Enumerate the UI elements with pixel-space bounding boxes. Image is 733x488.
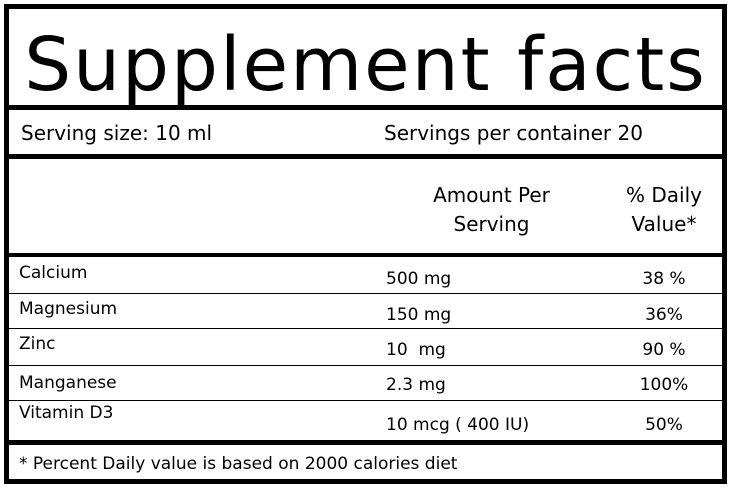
nutrient-name: Manganese [19, 373, 117, 393]
nutrient-amount: 500 mg [386, 269, 452, 289]
nutrient-daily-value: 36% [645, 305, 683, 325]
nutrient-amount: 10 mg [386, 340, 446, 360]
nutrient-name: Vitamin D3 [19, 403, 114, 423]
row-divider [9, 365, 722, 366]
amount-header: Amount Per Serving [384, 181, 599, 239]
nutrient-daily-value: 100% [639, 375, 689, 395]
nutrient-name: Zinc [19, 334, 56, 354]
nutrient-daily-value: 50% [645, 415, 683, 435]
nutrient-name: Calcium [19, 263, 88, 283]
serving-size: Serving size: 10 ml [21, 121, 213, 145]
nutrient-amount: 150 mg [386, 305, 452, 325]
servings-per-container: Servings per container 20 [384, 121, 643, 145]
nutrient-amount: 2.3 mg [386, 375, 446, 395]
footnote: * Percent Daily value is based on 2000 c… [19, 454, 458, 474]
daily-value-header-line1: % Daily [626, 183, 702, 207]
nutrient-amount: 10 mcg ( 400 IU) [386, 415, 530, 435]
row-divider [9, 293, 722, 294]
nutrient-daily-value: 90 % [642, 340, 686, 360]
nutrient-name: Magnesium [19, 299, 118, 319]
header-divider [9, 253, 722, 257]
amount-header-line2: Serving [453, 212, 530, 236]
row-divider [9, 400, 722, 401]
footnote-divider [9, 440, 722, 445]
serving-divider [9, 154, 722, 159]
daily-value-header-line2: Value* [631, 212, 697, 236]
amount-header-line1: Amount Per [433, 183, 550, 207]
nutrient-daily-value: 38 % [642, 269, 686, 289]
row-divider [9, 328, 722, 329]
daily-value-header: % Daily Value* [599, 181, 729, 239]
panel-title: Supplement facts [24, 22, 707, 108]
title-divider [9, 105, 722, 110]
supplement-facts-panel: Supplement facts Serving size: 10 ml Ser… [4, 4, 727, 484]
